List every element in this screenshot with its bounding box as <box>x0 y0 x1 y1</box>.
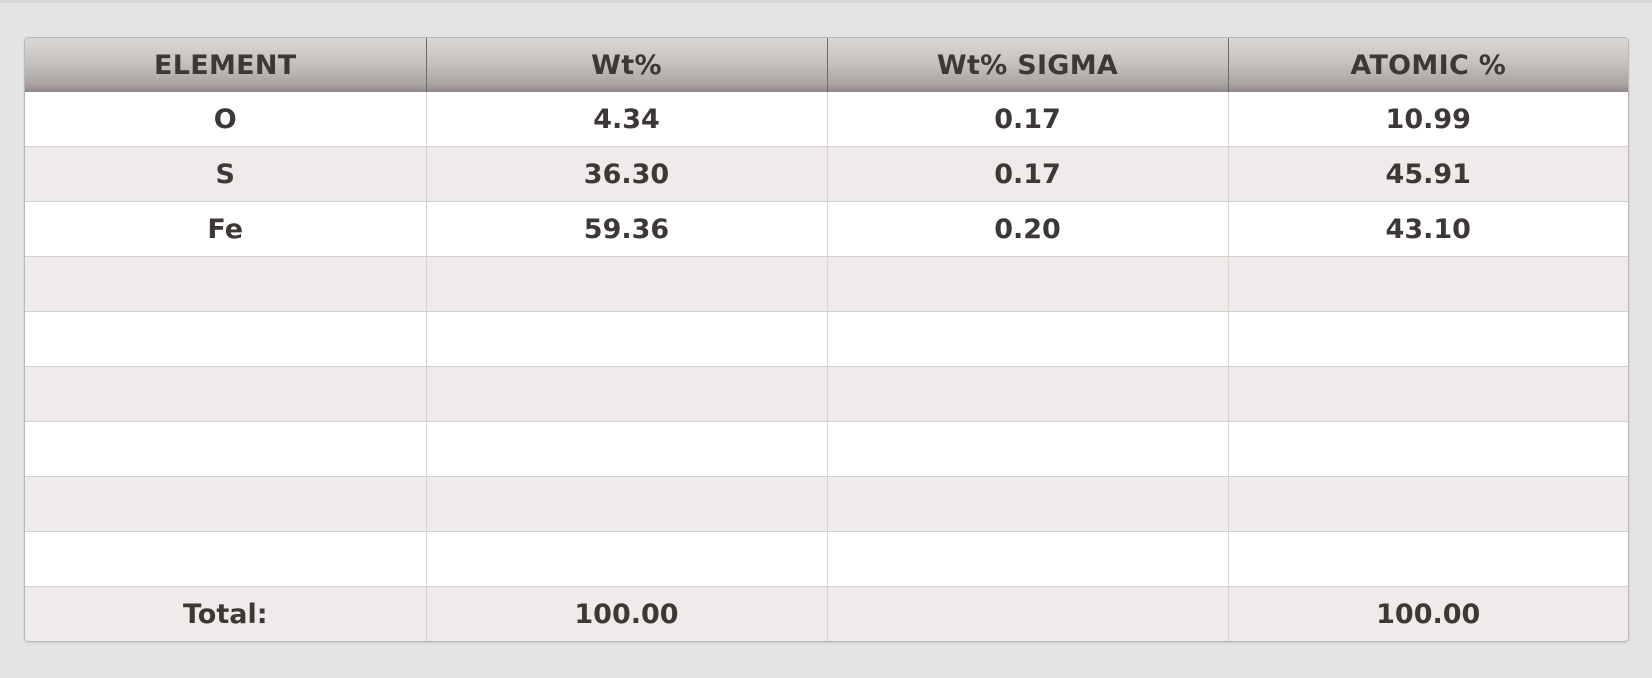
column-header-atomic-percent[interactable]: ATOMIC % <box>1227 38 1628 92</box>
total-atomic-percent: 100.00 <box>1227 586 1628 641</box>
cell-atomic-percent <box>1227 256 1628 312</box>
table-row-empty[interactable] <box>25 421 1628 477</box>
column-header-element[interactable]: ELEMENT <box>25 38 426 92</box>
cell-atomic-percent <box>1227 421 1628 477</box>
cell-wt-percent <box>425 256 827 312</box>
cell-element <box>25 476 426 532</box>
cell-wt-percent: 4.34 <box>425 92 827 147</box>
table-row[interactable]: O 4.34 0.17 10.99 <box>25 92 1628 147</box>
table-header: ELEMENT Wt% Wt% SIGMA ATOMIC % <box>25 38 1628 92</box>
cell-wt-percent-sigma <box>826 256 1228 312</box>
cell-wt-percent: 59.36 <box>425 201 827 257</box>
cell-wt-percent-sigma <box>826 366 1228 422</box>
cell-element: S <box>25 146 426 202</box>
cell-element <box>25 311 426 367</box>
cell-element <box>25 531 426 587</box>
table-row-total[interactable]: Total: 100.00 100.00 <box>25 586 1628 641</box>
total-wt-percent-sigma <box>826 586 1228 641</box>
cell-wt-percent <box>425 311 827 367</box>
cell-element <box>25 421 426 477</box>
cell-element <box>25 256 426 312</box>
cell-atomic-percent: 10.99 <box>1227 92 1628 147</box>
cell-element: O <box>25 92 426 147</box>
cell-wt-percent-sigma: 0.20 <box>826 201 1228 257</box>
cell-wt-percent-sigma <box>826 311 1228 367</box>
table-row-empty[interactable] <box>25 476 1628 532</box>
composition-grid: ELEMENT Wt% Wt% SIGMA ATOMIC % O 4.34 0.… <box>25 38 1628 641</box>
cell-wt-percent-sigma <box>826 531 1228 587</box>
cell-wt-percent <box>425 366 827 422</box>
cell-atomic-percent: 43.10 <box>1227 201 1628 257</box>
cell-wt-percent <box>425 421 827 477</box>
cell-wt-percent <box>425 531 827 587</box>
panel-top-edge <box>0 0 1652 3</box>
cell-atomic-percent <box>1227 311 1628 367</box>
total-label: Total: <box>25 586 426 641</box>
table-row-empty[interactable] <box>25 366 1628 422</box>
cell-atomic-percent <box>1227 531 1628 587</box>
table-body: O 4.34 0.17 10.99 S 36.30 0.17 45.91 Fe … <box>25 92 1628 641</box>
cell-wt-percent: 36.30 <box>425 146 827 202</box>
header-row: ELEMENT Wt% Wt% SIGMA ATOMIC % <box>25 38 1628 92</box>
column-header-wt-percent[interactable]: Wt% <box>425 38 827 92</box>
column-header-wt-percent-sigma[interactable]: Wt% SIGMA <box>826 38 1228 92</box>
cell-atomic-percent <box>1227 476 1628 532</box>
cell-wt-percent-sigma: 0.17 <box>826 92 1228 147</box>
cell-atomic-percent: 45.91 <box>1227 146 1628 202</box>
cell-wt-percent-sigma: 0.17 <box>826 146 1228 202</box>
table-row-empty[interactable] <box>25 311 1628 367</box>
cell-element <box>25 366 426 422</box>
cell-atomic-percent <box>1227 366 1628 422</box>
table-row-empty[interactable] <box>25 531 1628 587</box>
table-row-empty[interactable] <box>25 256 1628 312</box>
table-row[interactable]: S 36.30 0.17 45.91 <box>25 146 1628 202</box>
cell-wt-percent-sigma <box>826 476 1228 532</box>
cell-wt-percent <box>425 476 827 532</box>
table-row[interactable]: Fe 59.36 0.20 43.10 <box>25 201 1628 257</box>
total-wt-percent: 100.00 <box>425 586 827 641</box>
cell-element: Fe <box>25 201 426 257</box>
element-composition-table: ELEMENT Wt% Wt% SIGMA ATOMIC % O 4.34 0.… <box>24 37 1629 642</box>
cell-wt-percent-sigma <box>826 421 1228 477</box>
